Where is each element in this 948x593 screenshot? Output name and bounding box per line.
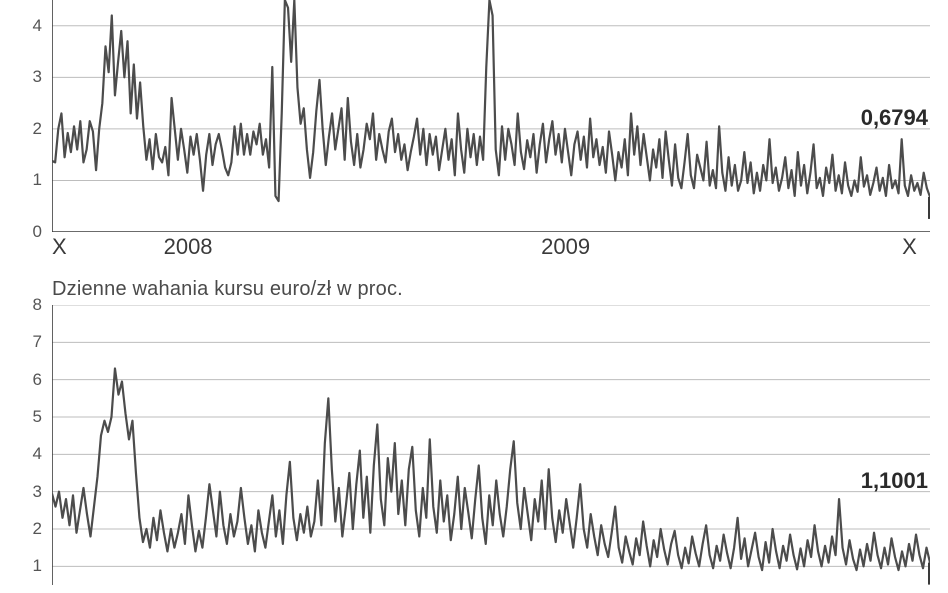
chart-1-y-axis: 01234 [18, 0, 48, 232]
y-tick-label: 2 [33, 519, 42, 539]
chart-2-svg [52, 305, 930, 585]
y-tick-label: 3 [33, 482, 42, 502]
chart-2-y-axis: 12345678 [18, 305, 48, 585]
y-tick-label: 3 [33, 67, 42, 87]
y-tick-label: 1 [33, 170, 42, 190]
chart-1-plot-area: 01234 0,6794 [18, 0, 930, 232]
y-tick-label: 0 [33, 222, 42, 242]
y-tick-label: 1 [33, 556, 42, 576]
x-tick-label: X [52, 234, 67, 260]
y-tick-label: 5 [33, 407, 42, 427]
chart-1-plot: 0,6794 [52, 0, 930, 232]
chart-1-svg [52, 0, 930, 232]
y-tick-label: 8 [33, 295, 42, 315]
chart-2-last-value-label: 1,1001 [861, 468, 928, 494]
chart-1-x-axis: X 2008 2009 X [52, 232, 930, 262]
x-tick-label: 2009 [541, 234, 590, 260]
chart-2-plot: 1,1001 [52, 305, 930, 585]
chart-1-block: 0 1 2 3 4 0,6794 X 2008 2009 X [18, 0, 930, 262]
x-tick-label: X [902, 234, 917, 260]
chart-1-last-value-label: 0,6794 [861, 105, 928, 131]
page: 0 1 2 3 4 0,6794 X 2008 2009 X Dzienne wahania … [0, 0, 948, 593]
chart-2-plot-area: 12345678 1,1001 [18, 305, 930, 585]
y-tick-label: 4 [33, 444, 42, 464]
y-tick-label: 6 [33, 370, 42, 390]
y-tick-label: 2 [33, 119, 42, 139]
chart-2-block: Dzienne wahania kursu euro/zł w proc. 1 2… [18, 278, 930, 585]
chart-2-title: Dzienne wahania kursu euro/zł w proc. [52, 278, 930, 301]
x-tick-label: 2008 [164, 234, 213, 260]
y-tick-label: 4 [33, 16, 42, 36]
y-tick-label: 7 [33, 332, 42, 352]
